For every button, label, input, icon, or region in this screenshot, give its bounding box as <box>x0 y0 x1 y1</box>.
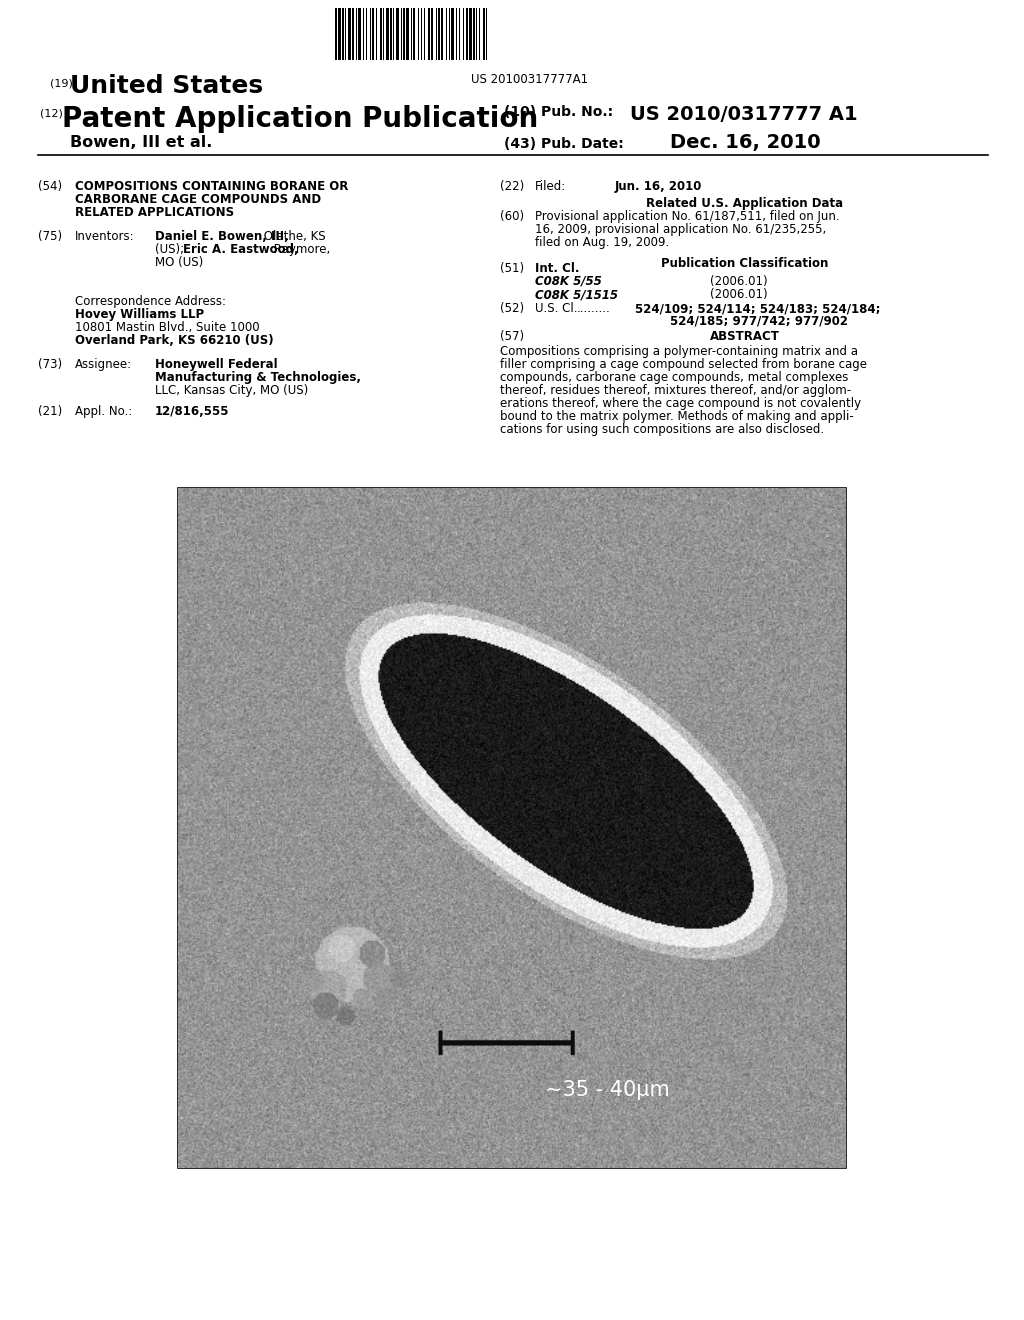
Bar <box>431 8 433 59</box>
Bar <box>396 8 399 59</box>
Text: CARBORANE CAGE COMPOUNDS AND: CARBORANE CAGE COMPOUNDS AND <box>75 193 322 206</box>
Text: Int. Cl.: Int. Cl. <box>535 261 580 275</box>
Text: Appl. No.:: Appl. No.: <box>75 405 132 418</box>
Text: Raymore,: Raymore, <box>270 243 331 256</box>
Text: Olathe, KS: Olathe, KS <box>260 230 326 243</box>
Text: 16, 2009, provisional application No. 61/235,255,: 16, 2009, provisional application No. 61… <box>535 223 826 236</box>
Text: .........: ......... <box>577 302 610 315</box>
Text: U.S. Cl.: U.S. Cl. <box>535 302 578 315</box>
Text: (21): (21) <box>38 405 62 418</box>
Bar <box>406 8 409 59</box>
Text: 524/109; 524/114; 524/183; 524/184;: 524/109; 524/114; 524/183; 524/184; <box>635 302 881 315</box>
Text: Inventors:: Inventors: <box>75 230 134 243</box>
Text: Filed:: Filed: <box>535 180 566 193</box>
Text: Assignee:: Assignee: <box>75 358 132 371</box>
Text: US 2010/0317777 A1: US 2010/0317777 A1 <box>630 106 858 124</box>
Bar <box>342 8 344 59</box>
Text: erations thereof, where the cage compound is not covalently: erations thereof, where the cage compoun… <box>500 397 861 411</box>
Text: Publication Classification: Publication Classification <box>662 257 828 271</box>
Text: Jun. 16, 2010: Jun. 16, 2010 <box>615 180 702 193</box>
Text: C08K 5/1515: C08K 5/1515 <box>535 288 618 301</box>
Bar <box>438 8 440 59</box>
Text: Compositions comprising a polymer-containing matrix and a: Compositions comprising a polymer-contai… <box>500 345 858 358</box>
Text: (73): (73) <box>38 358 62 371</box>
Bar <box>338 8 341 59</box>
Bar <box>178 488 846 1168</box>
Text: (10) Pub. No.:: (10) Pub. No.: <box>504 106 613 119</box>
Bar <box>372 8 374 59</box>
Text: Hovey Williams LLP: Hovey Williams LLP <box>75 308 204 321</box>
Text: 524/185; 977/742; 977/902: 524/185; 977/742; 977/902 <box>670 315 848 327</box>
Text: C08K 5/55: C08K 5/55 <box>535 275 602 288</box>
Text: (2006.01): (2006.01) <box>710 275 768 288</box>
Bar <box>413 8 415 59</box>
Bar <box>390 8 392 59</box>
Text: Correspondence Address:: Correspondence Address: <box>75 294 226 308</box>
Text: (52): (52) <box>500 302 524 315</box>
Text: ABSTRACT: ABSTRACT <box>710 330 780 343</box>
Text: Dec. 16, 2010: Dec. 16, 2010 <box>670 133 820 152</box>
Text: filed on Aug. 19, 2009.: filed on Aug. 19, 2009. <box>535 236 670 249</box>
Text: (22): (22) <box>500 180 524 193</box>
Bar <box>386 8 389 59</box>
Text: Manufacturing & Technologies,: Manufacturing & Technologies, <box>155 371 361 384</box>
Text: thereof, residues thereof, mixtures thereof, and/or agglom-: thereof, residues thereof, mixtures ther… <box>500 384 851 397</box>
Bar <box>469 8 472 59</box>
Text: (51): (51) <box>500 261 524 275</box>
Text: US 20100317777A1: US 20100317777A1 <box>471 73 589 86</box>
Bar <box>466 8 468 59</box>
Text: Overland Park, KS 66210 (US): Overland Park, KS 66210 (US) <box>75 334 273 347</box>
Text: bound to the matrix polymer. Methods of making and appli-: bound to the matrix polymer. Methods of … <box>500 411 854 422</box>
Bar <box>335 8 337 59</box>
Bar <box>403 8 406 59</box>
Text: (19): (19) <box>50 78 73 88</box>
Text: (60): (60) <box>500 210 524 223</box>
Text: Provisional application No. 61/187,511, filed on Jun.: Provisional application No. 61/187,511, … <box>535 210 840 223</box>
Text: (43) Pub. Date:: (43) Pub. Date: <box>504 137 624 150</box>
Text: (2006.01): (2006.01) <box>710 288 768 301</box>
Text: filler comprising a cage compound selected from borane cage: filler comprising a cage compound select… <box>500 358 867 371</box>
Text: (12): (12) <box>40 108 62 117</box>
Text: COMPOSITIONS CONTAINING BORANE OR: COMPOSITIONS CONTAINING BORANE OR <box>75 180 348 193</box>
Bar <box>352 8 354 59</box>
Text: Related U.S. Application Data: Related U.S. Application Data <box>646 197 844 210</box>
Bar <box>483 8 485 59</box>
Text: ~35 - 40μm: ~35 - 40μm <box>546 1080 670 1100</box>
Text: MO (US): MO (US) <box>155 256 203 269</box>
Text: 12/816,555: 12/816,555 <box>155 405 229 418</box>
Text: Patent Application Publication: Patent Application Publication <box>62 106 539 133</box>
Text: 10801 Mastin Blvd., Suite 1000: 10801 Mastin Blvd., Suite 1000 <box>75 321 260 334</box>
Text: (54): (54) <box>38 180 62 193</box>
Text: cations for using such compositions are also disclosed.: cations for using such compositions are … <box>500 422 824 436</box>
Bar <box>451 8 454 59</box>
Text: (75): (75) <box>38 230 62 243</box>
Text: United States: United States <box>70 74 263 98</box>
Text: (57): (57) <box>500 330 524 343</box>
Text: compounds, carborane cage compounds, metal complexes: compounds, carborane cage compounds, met… <box>500 371 848 384</box>
Bar <box>348 8 351 59</box>
Bar <box>428 8 430 59</box>
Text: RELATED APPLICATIONS: RELATED APPLICATIONS <box>75 206 234 219</box>
Bar <box>380 8 382 59</box>
Text: Honeywell Federal: Honeywell Federal <box>155 358 278 371</box>
Text: (US);: (US); <box>155 243 187 256</box>
Text: LLC, Kansas City, MO (US): LLC, Kansas City, MO (US) <box>155 384 308 397</box>
Text: Bowen, III et al.: Bowen, III et al. <box>70 135 212 150</box>
Text: Daniel E. Bowen, III,: Daniel E. Bowen, III, <box>155 230 289 243</box>
Bar <box>473 8 475 59</box>
Bar <box>441 8 443 59</box>
Bar <box>358 8 361 59</box>
Text: Eric A. Eastwood,: Eric A. Eastwood, <box>183 243 299 256</box>
